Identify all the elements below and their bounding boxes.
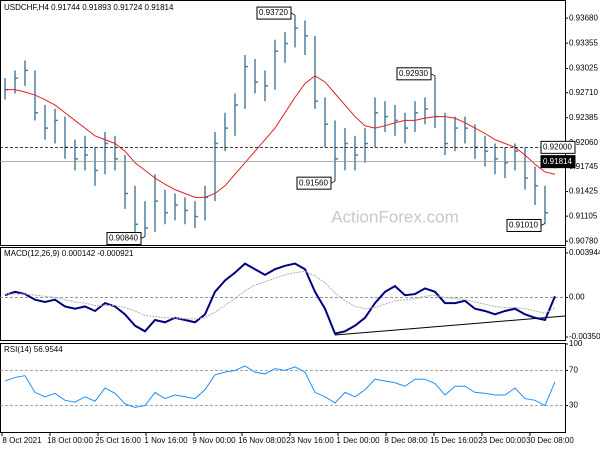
x-tick-label: 9 Nov 00:00	[192, 436, 236, 445]
series-line	[4, 262, 556, 335]
x-tick-label: 25 Oct 16:00	[95, 436, 141, 445]
moving-average	[5, 75, 556, 198]
annotation-label: 0.93720	[259, 8, 288, 17]
y-tick-label: 100	[569, 339, 583, 348]
x-tick-label: 8 Oct 2021	[2, 436, 42, 445]
y-tick-label: 0.93680	[569, 13, 598, 22]
annotation-leader	[540, 223, 546, 226]
series-line	[4, 365, 556, 408]
x-tick-label: 18 Oct 00:00	[47, 436, 93, 445]
y-tick-label: 0.003944	[569, 248, 600, 257]
y-tick-label: 0.93355	[569, 38, 598, 47]
annotation-box	[106, 232, 142, 246]
macd-title: MACD(12,26,9) 0.000142 -0.000921	[4, 249, 134, 258]
price-label-box	[540, 140, 576, 154]
y-tick-label: 0.91105	[569, 211, 598, 220]
annotation-label: 0.92930	[399, 69, 428, 78]
annotation-box	[506, 218, 542, 232]
annotation-leader	[140, 236, 146, 239]
annotation-label: 0.91010	[509, 221, 538, 230]
y-tick-label: 0.00	[569, 293, 585, 302]
x-tick-label: 23 Nov 16:00	[286, 436, 334, 445]
y-tick-label: 0.92060	[569, 138, 598, 147]
price-label-box	[540, 155, 576, 169]
rsi-title: RSI(14) 56.9544	[4, 345, 63, 354]
x-tick-label: 8 Dec 08:00	[384, 436, 428, 445]
annotation-leader	[430, 73, 436, 77]
x-tick-label: 16 Nov 08:00	[238, 436, 286, 445]
annotation-label: 0.91560	[299, 178, 328, 187]
y-tick-label: -0.003506	[569, 332, 600, 341]
annotation-box	[256, 6, 292, 20]
watermark: ActionForex.com	[331, 207, 459, 226]
macd-trendline	[334, 315, 566, 336]
rsi-panel	[0, 343, 566, 433]
x-tick-label: 23 Dec 00:00	[478, 436, 526, 445]
price-label: 0.91814	[543, 157, 572, 166]
x-tick-label: 15 Dec 16:00	[430, 436, 478, 445]
annotation-box	[296, 176, 332, 190]
y-tick-label: 0.92385	[569, 113, 598, 122]
y-tick-label: 0.93025	[569, 64, 598, 73]
macd-panel	[0, 247, 566, 341]
series-line	[5, 270, 556, 320]
price-label: 0.92000	[543, 142, 572, 151]
annotation-label: 0.90840	[109, 234, 138, 243]
y-tick-label: 0.90780	[569, 236, 598, 245]
y-tick-label: 0.91425	[569, 187, 598, 196]
y-tick-label: 0.92710	[569, 88, 598, 97]
price-panel	[0, 0, 566, 246]
y-tick-label: 30	[569, 401, 578, 410]
annotation-leader	[290, 12, 296, 16]
y-tick-label: 0.91745	[569, 162, 598, 171]
annotation-box	[396, 67, 432, 81]
price-title: USDCHF,H4 0.91744 0.91893 0.91724 0.9181…	[4, 3, 174, 12]
y-tick-label: 70	[569, 366, 578, 375]
x-tick-label: 1 Nov 16:00	[144, 436, 188, 445]
x-tick-label: 1 Dec 00:00	[336, 436, 380, 445]
annotation-leader	[330, 180, 336, 184]
x-tick-label: 30 Dec 08:00	[526, 436, 574, 445]
